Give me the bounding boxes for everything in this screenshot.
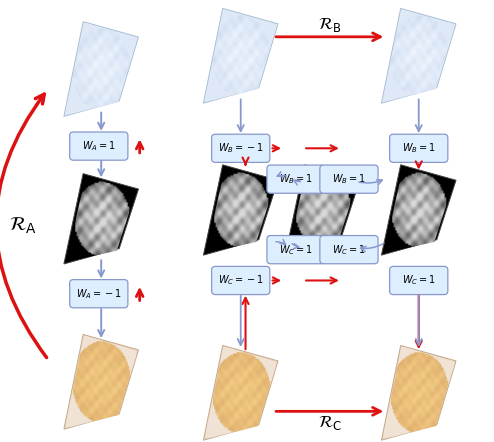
- Polygon shape: [64, 335, 138, 429]
- Text: $W_{C}=1$: $W_{C}=1$: [279, 243, 313, 256]
- Text: $W_{A}=-1$: $W_{A}=-1$: [76, 287, 122, 301]
- Polygon shape: [204, 346, 278, 440]
- Text: $W_{C}=-1$: $W_{C}=-1$: [218, 274, 264, 287]
- FancyBboxPatch shape: [320, 165, 378, 193]
- FancyBboxPatch shape: [320, 236, 378, 264]
- Text: $W_{B}=1$: $W_{B}=1$: [332, 172, 366, 186]
- FancyBboxPatch shape: [390, 267, 448, 294]
- Polygon shape: [64, 174, 138, 264]
- FancyBboxPatch shape: [70, 132, 128, 160]
- FancyBboxPatch shape: [267, 165, 325, 193]
- FancyBboxPatch shape: [390, 134, 448, 162]
- Text: $W_{B}=1$: $W_{B}=1$: [402, 141, 436, 155]
- Polygon shape: [285, 165, 360, 255]
- FancyBboxPatch shape: [267, 236, 325, 264]
- Text: $W_{C}=1$: $W_{C}=1$: [402, 274, 436, 287]
- Text: $W_{A}=1$: $W_{A}=1$: [82, 139, 116, 153]
- Polygon shape: [204, 165, 278, 255]
- FancyBboxPatch shape: [211, 134, 270, 162]
- FancyBboxPatch shape: [211, 267, 270, 294]
- Polygon shape: [381, 165, 456, 255]
- Text: $\mathcal{R}_{\mathrm{B}}$: $\mathcal{R}_{\mathrm{B}}$: [318, 15, 341, 34]
- FancyBboxPatch shape: [70, 280, 128, 308]
- Polygon shape: [204, 8, 278, 103]
- Text: $W_{B}=-1$: $W_{B}=-1$: [218, 141, 264, 155]
- Text: $W_{B}=1$: $W_{B}=1$: [279, 172, 313, 186]
- Text: $W_{C}=1$: $W_{C}=1$: [332, 243, 366, 256]
- Text: $\mathcal{R}_{\mathrm{C}}$: $\mathcal{R}_{\mathrm{C}}$: [318, 413, 342, 432]
- Text: $\mathcal{R}_{\mathrm{A}}$: $\mathcal{R}_{\mathrm{A}}$: [9, 215, 37, 236]
- Polygon shape: [381, 346, 456, 440]
- Polygon shape: [381, 8, 456, 103]
- Polygon shape: [64, 22, 138, 116]
